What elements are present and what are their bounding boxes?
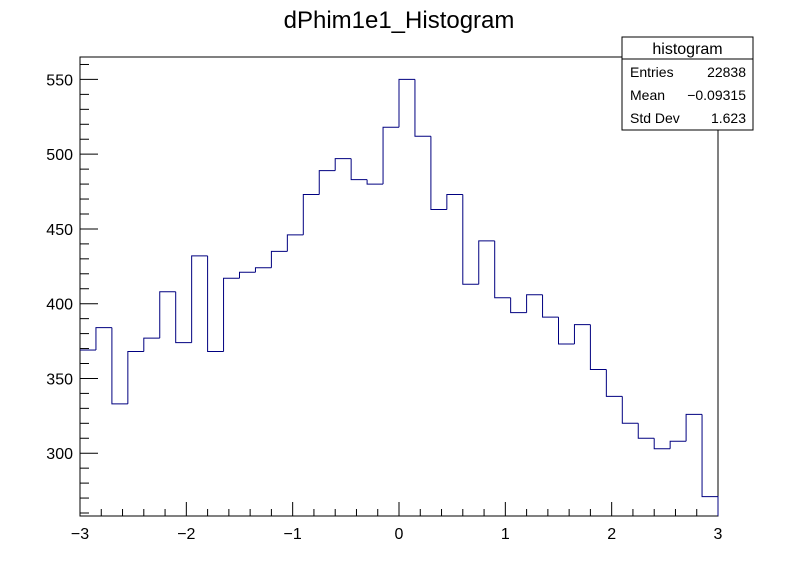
histogram-bin — [95, 327, 112, 351]
x-tick-label: 2 — [607, 526, 616, 543]
x-tick-label: 0 — [395, 526, 404, 543]
x-tick-label: −2 — [177, 526, 195, 543]
histogram-bin — [558, 317, 575, 345]
histogram-bin — [637, 423, 655, 439]
axis-ticks — [79, 63, 719, 516]
y-tick-label: 450 — [46, 222, 73, 239]
stats-box: histogram Entries 22838 Mean −0.09315 St… — [621, 36, 754, 131]
y-tick-label: 500 — [46, 147, 73, 164]
histogram-bin — [462, 194, 479, 285]
histogram-bin — [430, 136, 447, 211]
histogram-bin — [111, 327, 128, 405]
x-axis-tick-labels: −3 −2 −1 0 1 2 3 — [71, 526, 723, 543]
chart-title: dPhim1e1_Histogram — [284, 7, 515, 34]
histogram-bin — [239, 271, 256, 279]
histogram-bin — [254, 267, 272, 273]
x-tick-label: −1 — [284, 526, 302, 543]
histogram-bin — [446, 194, 463, 210]
y-tick-label: 350 — [46, 371, 73, 388]
histogram-bin — [191, 255, 208, 343]
stats-entries-label: Entries — [630, 64, 674, 80]
x-tick-label: 1 — [501, 526, 510, 543]
histogram-bin — [366, 179, 384, 185]
histogram-bin — [621, 396, 639, 424]
histogram-bin — [286, 234, 304, 252]
y-tick-label: 300 — [46, 446, 73, 463]
histogram-bin — [398, 78, 415, 128]
stats-entries-value: 22838 — [707, 64, 746, 80]
histogram-bin — [669, 440, 687, 449]
histogram-bin — [382, 126, 399, 185]
histogram-bin — [223, 277, 240, 352]
histogram-bin — [653, 438, 671, 450]
histogram-bin — [159, 291, 176, 339]
histogram-bin — [318, 170, 336, 195]
histogram-bin — [685, 413, 703, 442]
histogram-bin — [478, 240, 495, 285]
histogram-bin — [350, 158, 368, 181]
stats-stddev-label: Std Dev — [630, 110, 680, 126]
histogram-bin — [589, 324, 607, 370]
x-tick-label: 3 — [714, 526, 723, 543]
stats-mean-value: −0.09315 — [687, 87, 746, 103]
x-tick-label: −3 — [71, 526, 89, 543]
histogram-bin — [701, 414, 719, 516]
stats-box-title: histogram — [652, 41, 722, 58]
histogram-bin — [302, 194, 320, 235]
histogram-bin — [175, 291, 192, 344]
histogram-bin — [270, 250, 288, 268]
histogram-bin — [573, 324, 591, 345]
histogram-bin — [542, 294, 559, 318]
histogram-bin — [605, 369, 623, 397]
stats-mean-label: Mean — [630, 87, 665, 103]
y-axis-tick-labels: 300 350 400 450 500 550 — [46, 72, 73, 463]
histogram-bins — [80, 78, 719, 516]
histogram-bin — [494, 240, 511, 299]
stats-stddev-value: 1.623 — [711, 110, 746, 126]
histogram-bin — [510, 297, 527, 314]
y-tick-label: 550 — [46, 72, 73, 89]
histogram-bin — [526, 294, 543, 313]
histogram-bin — [127, 351, 144, 404]
histogram-bin — [143, 337, 160, 352]
histogram-bin — [414, 79, 431, 137]
y-tick-label: 400 — [46, 297, 73, 314]
histogram-bin — [207, 255, 224, 353]
histogram-bin — [334, 158, 352, 171]
stats-box-frame — [621, 36, 754, 131]
